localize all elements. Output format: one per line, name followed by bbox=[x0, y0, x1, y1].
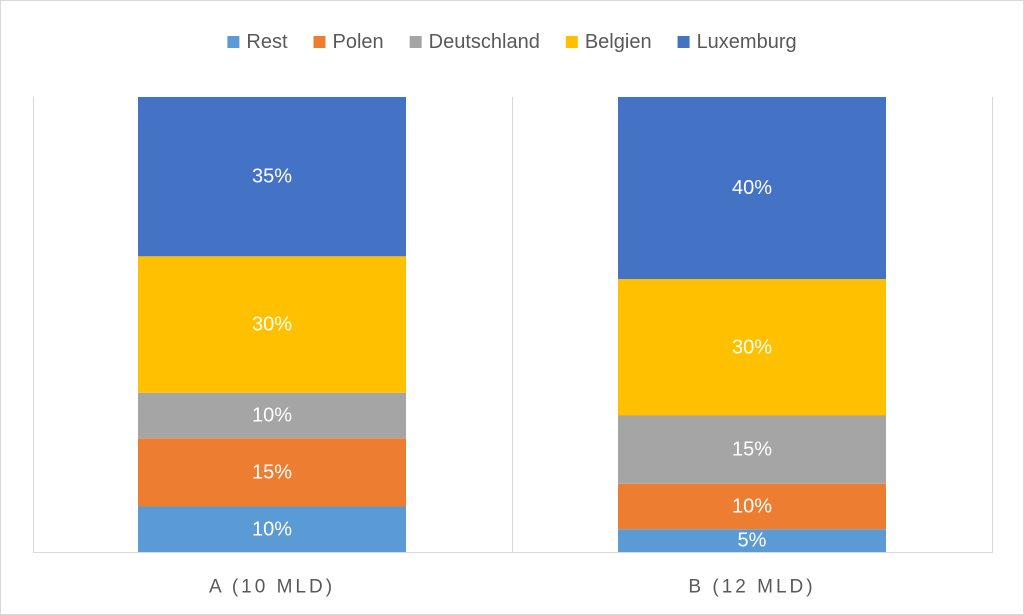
legend-swatch-belgien bbox=[565, 36, 578, 48]
legend-swatch-rest bbox=[227, 36, 240, 48]
bar-segment-luxemburg-a bbox=[138, 97, 406, 257]
data-label-belgien-b: 30% bbox=[732, 336, 772, 358]
legend-label-deutschland: Deutschland bbox=[429, 31, 540, 53]
bar-segment-deutschland-b bbox=[618, 415, 886, 484]
bar-segment-rest-b bbox=[618, 529, 886, 552]
bar-segment-belgien-b bbox=[618, 279, 886, 416]
data-label-polen-b: 10% bbox=[732, 496, 772, 518]
legend-label-polen: Polen bbox=[333, 31, 384, 53]
legend-label-belgien: Belgien bbox=[585, 31, 652, 53]
plot-frame bbox=[33, 97, 993, 552]
x-axis-tick-labels: A (10 MLD) B (12 MLD) bbox=[209, 577, 815, 598]
x-tick-label-b: B (12 MLD) bbox=[688, 577, 815, 598]
bar-segment-deutschland-a bbox=[138, 392, 406, 439]
data-label-luxemburg-b: 40% bbox=[732, 177, 772, 199]
data-label-rest-a: 10% bbox=[252, 518, 292, 540]
data-label-luxemburg-a: 35% bbox=[252, 166, 292, 188]
x-tick-label-a: A (10 MLD) bbox=[209, 577, 335, 598]
data-label-belgien-a: 30% bbox=[252, 314, 292, 336]
legend-label-rest: Rest bbox=[246, 31, 288, 53]
legend-swatch-deutschland bbox=[409, 36, 422, 48]
bar-segment-luxemburg-b bbox=[618, 97, 886, 279]
data-label-deutschland-b: 15% bbox=[732, 439, 772, 461]
legend-label-luxemburg: Luxemburg bbox=[697, 31, 797, 53]
legend-item-luxemburg: Luxemburg bbox=[677, 31, 797, 53]
bar-segment-polen-a bbox=[138, 438, 406, 507]
data-labels: 10% 15% 10% 30% 35% 5% 10% 15% 30% 40% bbox=[252, 166, 772, 552]
legend-swatch-luxemburg bbox=[677, 36, 690, 48]
bars bbox=[138, 97, 886, 552]
legend-swatch-polen bbox=[313, 36, 326, 48]
legend-item-rest: Rest bbox=[227, 31, 288, 53]
bar-segment-belgien-a bbox=[138, 256, 406, 393]
legend-item-belgien: Belgien bbox=[565, 31, 652, 53]
bar-segment-polen-b bbox=[618, 483, 886, 530]
legend-item-polen: Polen bbox=[313, 31, 384, 53]
legend: Rest Polen Deutschland Belgien Luxemburg bbox=[227, 31, 797, 53]
bar-segment-rest-a bbox=[138, 506, 406, 552]
data-label-rest-b: 5% bbox=[738, 530, 767, 552]
data-label-polen-a: 15% bbox=[252, 461, 292, 483]
legend-item-deutschland: Deutschland bbox=[409, 31, 540, 53]
data-label-deutschland-a: 10% bbox=[252, 405, 292, 427]
